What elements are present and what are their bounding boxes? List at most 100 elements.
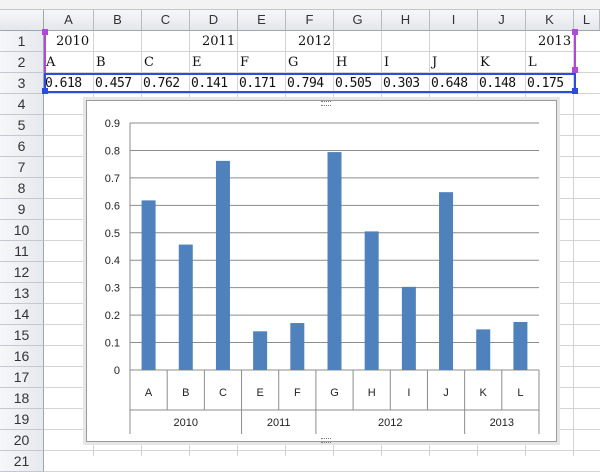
select-all-corner[interactable] [0, 10, 44, 31]
chart-resize-handle-top[interactable] [321, 101, 331, 106]
series-name-range-left [44, 31, 46, 73]
toolbar-strip [0, 0, 600, 10]
row-header-13[interactable]: 13 [0, 283, 44, 304]
row-header-11[interactable]: 11 [0, 241, 44, 262]
bar-i [401, 286, 416, 370]
cell-k2[interactable]: L [528, 55, 537, 70]
cell-a3[interactable]: 0.618 [45, 76, 82, 91]
cell-g3[interactable]: 0.505 [335, 76, 372, 91]
bar-l [513, 321, 528, 370]
column-header-k[interactable]: K [526, 10, 574, 31]
y-tick-label: 0.2 [105, 310, 120, 322]
column-header-e[interactable]: E [238, 10, 286, 31]
y-tick-label: 0.1 [105, 338, 120, 350]
cell-e2[interactable]: F [240, 55, 250, 70]
cell-g2[interactable]: H [336, 55, 348, 70]
x-tick-label: I [407, 387, 410, 399]
row-header-6[interactable]: 6 [0, 136, 44, 157]
range-handle[interactable] [572, 88, 578, 94]
bar-b [178, 244, 193, 370]
row-header-15[interactable]: 15 [0, 325, 44, 346]
y-tick-label: 0.9 [105, 118, 120, 130]
cell-c2[interactable]: C [144, 55, 154, 70]
bar-c [215, 160, 230, 370]
cell-h3[interactable]: 0.303 [383, 76, 420, 91]
cell-d3[interactable]: 0.141 [191, 76, 228, 91]
x-tick-label: C [219, 387, 227, 399]
cell-f2[interactable]: G [288, 55, 299, 70]
y-tick-label: 0.4 [105, 255, 120, 267]
cell-b3[interactable]: 0.457 [95, 76, 132, 91]
x-tick-label: G [330, 387, 339, 399]
row-header-1[interactable]: 1 [0, 31, 44, 52]
bar-chart[interactable]: 0 0.1 0.2 0.3 0.4 0.5 0.6 0.7 0.8 0.9 A B C E F G H I J K L 2… [86, 100, 557, 443]
y-tick-label: 0.6 [105, 200, 120, 212]
column-header-g[interactable]: G [334, 10, 382, 31]
column-header-j[interactable]: J [478, 10, 526, 31]
row-header-3[interactable]: 3 [0, 73, 44, 94]
column-header-i[interactable]: I [430, 10, 478, 31]
column-header-a[interactable]: A [44, 10, 94, 31]
y-tick-label: 0.3 [105, 283, 120, 295]
x-tick-label: K [480, 387, 488, 399]
cell-k1[interactable]: 2013 [538, 34, 572, 49]
cell-j3[interactable]: 0.148 [479, 76, 516, 91]
bar-j [439, 192, 454, 370]
row-header-16[interactable]: 16 [0, 346, 44, 367]
row-header-19[interactable]: 19 [0, 409, 44, 430]
row-header-9[interactable]: 9 [0, 199, 44, 220]
cell-b2[interactable]: B [96, 55, 106, 70]
row-header-18[interactable]: 18 [0, 388, 44, 409]
x-tick-label: F [294, 387, 301, 399]
x-tick-label: E [256, 387, 263, 399]
x-tick-label: A [145, 387, 153, 399]
cell-k3[interactable]: 0.175 [527, 76, 564, 91]
range-handle[interactable] [572, 67, 578, 73]
y-tick-label: 0.7 [105, 173, 120, 185]
row-header-20[interactable]: 20 [0, 430, 44, 451]
row-header-8[interactable]: 8 [0, 178, 44, 199]
row-header-5[interactable]: 5 [0, 115, 44, 136]
cell-h2[interactable]: I [384, 55, 390, 70]
column-header-d[interactable]: D [190, 10, 238, 31]
gridline [44, 450, 600, 451]
cell-e3[interactable]: 0.171 [239, 76, 276, 91]
cell-a1[interactable]: 2010 [56, 34, 90, 49]
range-handle[interactable] [42, 88, 48, 94]
cell-i3[interactable]: 0.648 [431, 76, 468, 91]
row-header-10[interactable]: 10 [0, 220, 44, 241]
row-header-2[interactable]: 2 [0, 52, 44, 73]
row-header-12[interactable]: 12 [0, 262, 44, 283]
cell-c3[interactable]: 0.762 [143, 76, 180, 91]
row-header-7[interactable]: 7 [0, 157, 44, 178]
gridline [44, 51, 600, 52]
bar-a [141, 200, 156, 370]
row-header-4[interactable]: 4 [0, 94, 44, 115]
cell-j2[interactable]: K [480, 55, 490, 70]
row-header-14[interactable]: 14 [0, 304, 44, 325]
column-header-l[interactable]: L [574, 10, 600, 31]
cell-f1[interactable]: 2012 [298, 34, 332, 49]
cell-d1[interactable]: 2011 [202, 34, 236, 49]
range-handle[interactable] [42, 29, 48, 35]
cell-i2[interactable]: J [432, 55, 438, 70]
column-header-b[interactable]: B [94, 10, 142, 31]
column-header-c[interactable]: C [142, 10, 190, 31]
group-label-2010: 2010 [174, 417, 198, 429]
cell-a2[interactable]: A [46, 55, 56, 70]
column-header-f[interactable]: F [286, 10, 334, 31]
cell-d2[interactable]: E [192, 55, 202, 70]
column-header-h[interactable]: H [382, 10, 430, 31]
range-handle[interactable] [572, 29, 578, 35]
chart-resize-handle-bottom[interactable] [321, 438, 331, 443]
bar-h [364, 231, 379, 370]
row-header-17[interactable]: 17 [0, 367, 44, 388]
gridline [44, 72, 600, 73]
x-tick-label: B [182, 387, 189, 399]
bar-g [327, 152, 342, 370]
gridline [44, 93, 600, 94]
cell-f3[interactable]: 0.794 [287, 76, 324, 91]
group-label-2012: 2012 [378, 417, 402, 429]
row-header-21[interactable]: 21 [0, 451, 44, 472]
